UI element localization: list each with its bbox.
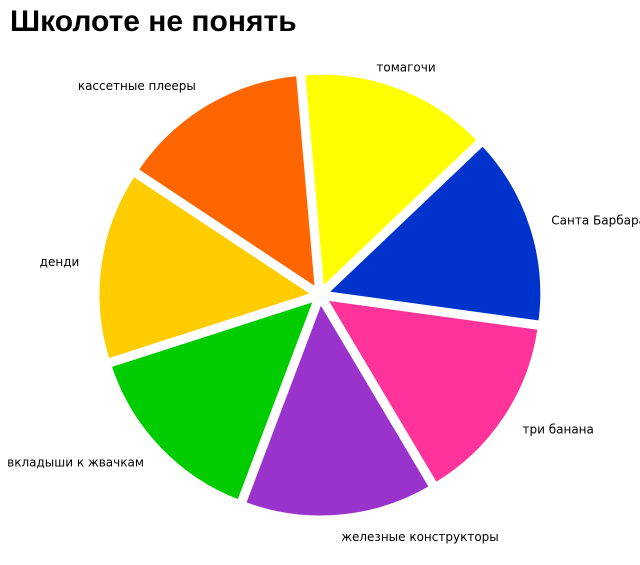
pie-slice-3 [319, 294, 543, 489]
pie-label-2: Санта Барбара [551, 214, 640, 228]
pie-label-7: кассетные плееры [78, 79, 196, 93]
chart-title: Школоте не понять [10, 5, 297, 38]
pie-label-4: железные конструкторы [341, 530, 499, 544]
pie-slice-5 [105, 294, 321, 506]
pie-slices [94, 69, 546, 521]
pie-label-1: томагочи [376, 61, 435, 75]
pie-slice-7 [132, 70, 321, 296]
pie-slice-6 [94, 170, 321, 365]
pie-label-5: вкладыши к жвачкам [7, 456, 144, 470]
pie-label-6: денди [40, 255, 80, 269]
pie-slice-4 [240, 294, 436, 521]
pie-labels: томагочи Санта Барбара три банана железные … [7, 61, 640, 544]
pie-label-3: три банана [523, 422, 594, 436]
pie-slice-2 [319, 139, 546, 327]
pie-slice-1 [300, 69, 484, 296]
